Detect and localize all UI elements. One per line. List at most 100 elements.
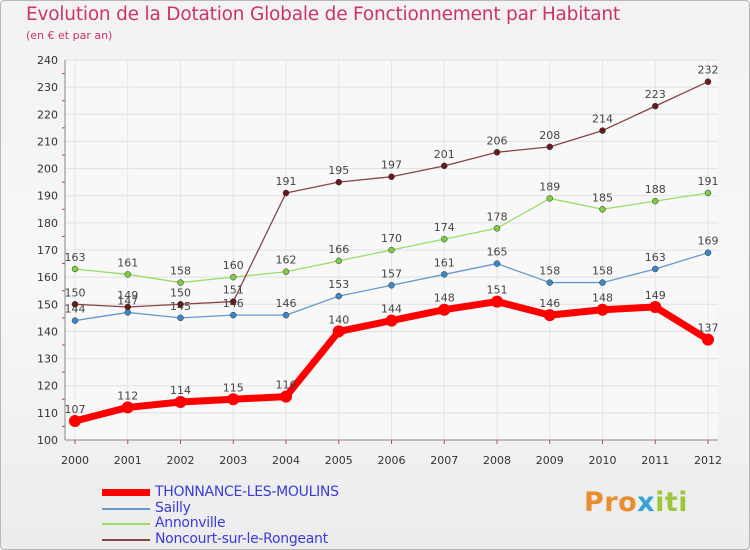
data-label: 140	[328, 313, 349, 326]
y-tick-label: 110	[37, 407, 58, 420]
data-label: 116	[276, 379, 297, 392]
data-point	[543, 309, 556, 322]
x-tick-label: 2001	[114, 454, 142, 467]
data-point	[441, 271, 448, 278]
proxiti-logo: Proxiti	[584, 487, 688, 518]
y-tick-label: 160	[37, 271, 58, 284]
data-point	[599, 127, 606, 134]
data-point	[230, 311, 237, 319]
data-label: 160	[223, 259, 244, 272]
data-point	[385, 314, 398, 327]
legend-swatch	[102, 507, 150, 510]
brand-part-2: x	[637, 487, 656, 518]
y-tick-label: 150	[37, 298, 58, 311]
data-point	[493, 149, 501, 156]
data-label: 189	[539, 180, 560, 193]
y-tick-label: 170	[37, 244, 58, 257]
legend-swatch	[102, 523, 150, 525]
data-label: 153	[328, 278, 349, 291]
x-tick-label: 2009	[536, 454, 564, 467]
legend-label: THONNANCE-LES-MOULINS	[155, 484, 339, 500]
data-label: 161	[434, 256, 455, 269]
data-point	[546, 195, 553, 202]
data-label: 163	[65, 251, 86, 264]
data-point	[704, 78, 712, 85]
data-label: 197	[381, 159, 402, 172]
data-label: 191	[698, 175, 719, 188]
data-point	[704, 189, 712, 197]
data-label: 214	[592, 113, 613, 126]
data-point	[335, 292, 342, 300]
data-point	[174, 396, 187, 408]
data-label: 149	[645, 289, 666, 302]
data-point	[596, 303, 609, 316]
y-tick-label: 230	[37, 81, 58, 94]
data-label: 161	[117, 256, 138, 269]
x-tick-label: 2011	[641, 454, 669, 467]
data-point	[652, 265, 659, 273]
x-tick-label: 2007	[430, 454, 458, 467]
legend-label: Annonville	[155, 515, 226, 531]
data-label: 158	[592, 265, 613, 278]
data-point	[493, 225, 501, 232]
data-point	[332, 325, 345, 338]
data-point	[124, 309, 131, 316]
data-label: 185	[592, 191, 613, 204]
data-label: 188	[645, 183, 666, 196]
data-label: 158	[539, 265, 560, 278]
data-point	[335, 257, 342, 265]
y-tick-label: 140	[37, 325, 58, 338]
data-point	[230, 273, 237, 281]
x-tick-label: 2010	[589, 454, 617, 467]
data-point	[704, 249, 712, 256]
data-point	[441, 162, 448, 170]
data-label: 114	[170, 384, 191, 397]
data-label: 107	[65, 403, 86, 416]
data-label: 148	[434, 292, 455, 305]
data-label: 178	[487, 210, 508, 223]
y-tick-label: 240	[37, 54, 58, 67]
data-label: 146	[539, 297, 560, 310]
y-tick-label: 190	[37, 190, 58, 203]
data-point	[177, 301, 184, 308]
x-tick-label: 2006	[378, 454, 406, 467]
x-tick-label: 2002	[167, 454, 195, 467]
data-label: 170	[381, 232, 402, 245]
data-point	[649, 301, 662, 313]
data-point	[438, 303, 451, 316]
data-label: 223	[645, 88, 666, 101]
data-label: 162	[276, 254, 297, 267]
data-point	[702, 333, 714, 346]
data-point	[335, 178, 342, 186]
data-point	[124, 271, 131, 278]
data-point	[71, 265, 79, 273]
data-label: 149	[117, 289, 138, 302]
data-label: 201	[434, 148, 455, 161]
data-label: 146	[276, 297, 297, 310]
x-tick-label: 2005	[325, 454, 353, 467]
data-label: 158	[170, 265, 191, 278]
data-label: 195	[328, 164, 349, 177]
x-tick-label: 2003	[219, 454, 247, 467]
data-label: 112	[117, 389, 138, 402]
data-point	[71, 301, 79, 308]
data-label: 151	[487, 284, 508, 297]
data-point	[282, 189, 290, 197]
y-tick-label: 220	[37, 108, 58, 121]
data-point	[121, 401, 134, 414]
data-point	[177, 314, 184, 322]
x-tick-label: 2012	[694, 454, 722, 467]
data-label: 144	[65, 303, 86, 316]
y-tick-label: 210	[37, 135, 58, 148]
brand-part-1: Pro	[584, 487, 638, 518]
y-tick-label: 120	[37, 380, 58, 393]
x-tick-label: 2008	[483, 454, 511, 467]
data-point	[282, 311, 290, 319]
data-label: 157	[381, 267, 402, 280]
data-point	[69, 415, 81, 427]
data-label: 165	[487, 246, 508, 259]
y-tick-label: 200	[37, 163, 58, 176]
data-label: 232	[698, 64, 719, 77]
data-point	[652, 197, 659, 205]
